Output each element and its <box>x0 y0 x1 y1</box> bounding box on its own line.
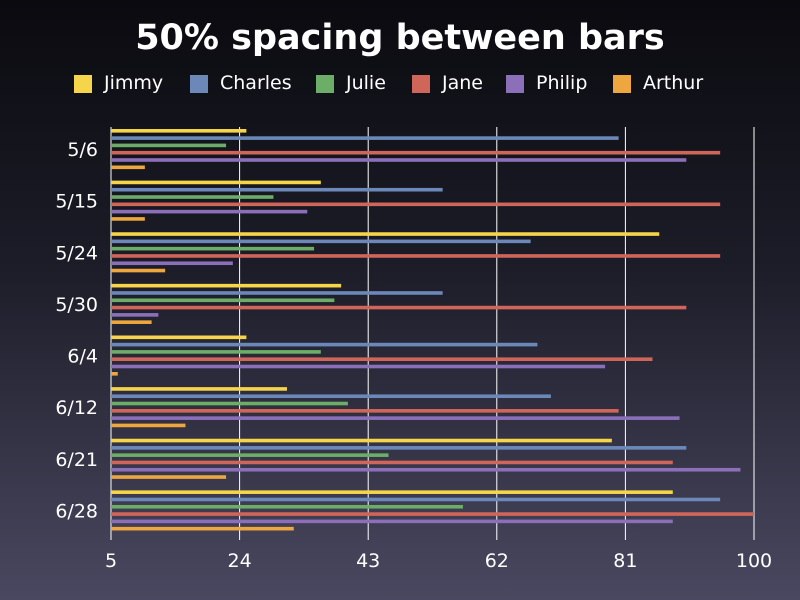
legend-label-charles: Charles <box>220 72 292 94</box>
bar-philip-5-30 <box>111 313 159 317</box>
bar-philip-5-24 <box>111 261 233 266</box>
bar-jimmy-5-15 <box>111 180 321 185</box>
bar-charles-6-4 <box>111 342 538 347</box>
legend-label-jimmy: Jimmy <box>104 72 164 94</box>
legend-label-arthur: Arthur <box>643 72 704 94</box>
bar-philip-6-4 <box>111 364 606 369</box>
x-tick-label-24: 24 <box>228 550 252 572</box>
bar-jane-6-4 <box>111 357 653 361</box>
bar-jimmy-6-12 <box>111 387 287 391</box>
bar-julie-6-12 <box>111 401 348 406</box>
bar-jimmy-5-6 <box>111 129 247 133</box>
bar-jimmy-6-4 <box>111 335 247 340</box>
legend-swatch-julie <box>316 75 334 93</box>
y-category-label-5-24: 5/24 <box>55 242 98 264</box>
bar-arthur-6-12 <box>111 423 186 428</box>
y-category-label-6-28: 6/28 <box>55 500 98 522</box>
bar-charles-5-24 <box>111 239 531 244</box>
bar-arthur-5-15 <box>111 217 145 221</box>
bar-arthur-6-28 <box>111 526 294 531</box>
legend-swatch-charles <box>190 75 208 93</box>
legend-swatch-jane <box>412 75 430 93</box>
bar-arthur-5-30 <box>111 320 152 324</box>
bar-jane-6-21 <box>111 460 673 465</box>
bar-philip-6-28 <box>111 519 673 524</box>
bar-julie-6-4 <box>111 350 321 354</box>
bar-philip-6-21 <box>111 467 741 472</box>
x-tick-label-62: 62 <box>485 550 509 572</box>
y-category-label-6-4: 6/4 <box>67 346 98 368</box>
bar-jane-5-24 <box>111 254 721 258</box>
y-category-label-5-30: 5/30 <box>55 294 98 316</box>
x-tick-label-100: 100 <box>736 550 772 572</box>
legend-label-jane: Jane <box>442 72 483 94</box>
bar-jane-5-6 <box>111 150 721 155</box>
bar-julie-5-15 <box>111 195 274 199</box>
bar-jimmy-6-21 <box>111 438 612 443</box>
y-category-label-6-12: 6/12 <box>55 397 98 419</box>
bar-charles-6-28 <box>111 497 721 502</box>
bar-charles-5-6 <box>111 136 619 140</box>
y-category-label-5-15: 5/15 <box>55 191 98 213</box>
bar-jimmy-6-28 <box>111 490 673 494</box>
bar-charles-6-21 <box>111 446 687 450</box>
x-tick-label-5: 5 <box>105 550 117 572</box>
chart-title: 50% spacing between bars <box>135 18 665 58</box>
bar-arthur-6-21 <box>111 475 227 479</box>
x-tick-label-43: 43 <box>356 550 380 572</box>
y-category-label-6-21: 6/21 <box>55 449 98 471</box>
bar-jane-5-15 <box>111 202 721 207</box>
bar-charles-6-12 <box>111 394 551 399</box>
bar-charles-5-15 <box>111 187 443 192</box>
bar-jane-5-30 <box>111 305 687 310</box>
bar-philip-5-6 <box>111 158 687 162</box>
bar-arthur-5-6 <box>111 165 145 170</box>
bar-arthur-6-4 <box>111 372 118 376</box>
legend-label-philip: Philip <box>536 72 588 94</box>
bar-jimmy-5-30 <box>111 283 342 288</box>
x-tick-label-81: 81 <box>613 550 637 572</box>
bar-jimmy-5-24 <box>111 232 660 236</box>
bar-philip-6-12 <box>111 416 680 420</box>
bar-philip-5-15 <box>111 209 308 214</box>
bar-julie-5-24 <box>111 246 315 251</box>
bar-charles-5-30 <box>111 291 443 295</box>
bar-jane-6-12 <box>111 409 619 413</box>
legend-swatch-jimmy <box>74 75 92 93</box>
bar-julie-6-28 <box>111 504 463 509</box>
legend-swatch-arthur <box>613 75 631 93</box>
bar-julie-6-21 <box>111 453 389 457</box>
y-category-label-5-6: 5/6 <box>67 139 98 161</box>
bar-julie-5-6 <box>111 143 227 148</box>
legend: Jimmy Charles Julie Jane Philip Arthur <box>0 70 800 98</box>
legend-swatch-philip <box>506 75 524 93</box>
bar-julie-5-30 <box>111 298 335 303</box>
bar-jane-6-28 <box>111 512 754 516</box>
bar-arthur-5-24 <box>111 268 166 273</box>
legend-label-julie: Julie <box>346 72 386 94</box>
